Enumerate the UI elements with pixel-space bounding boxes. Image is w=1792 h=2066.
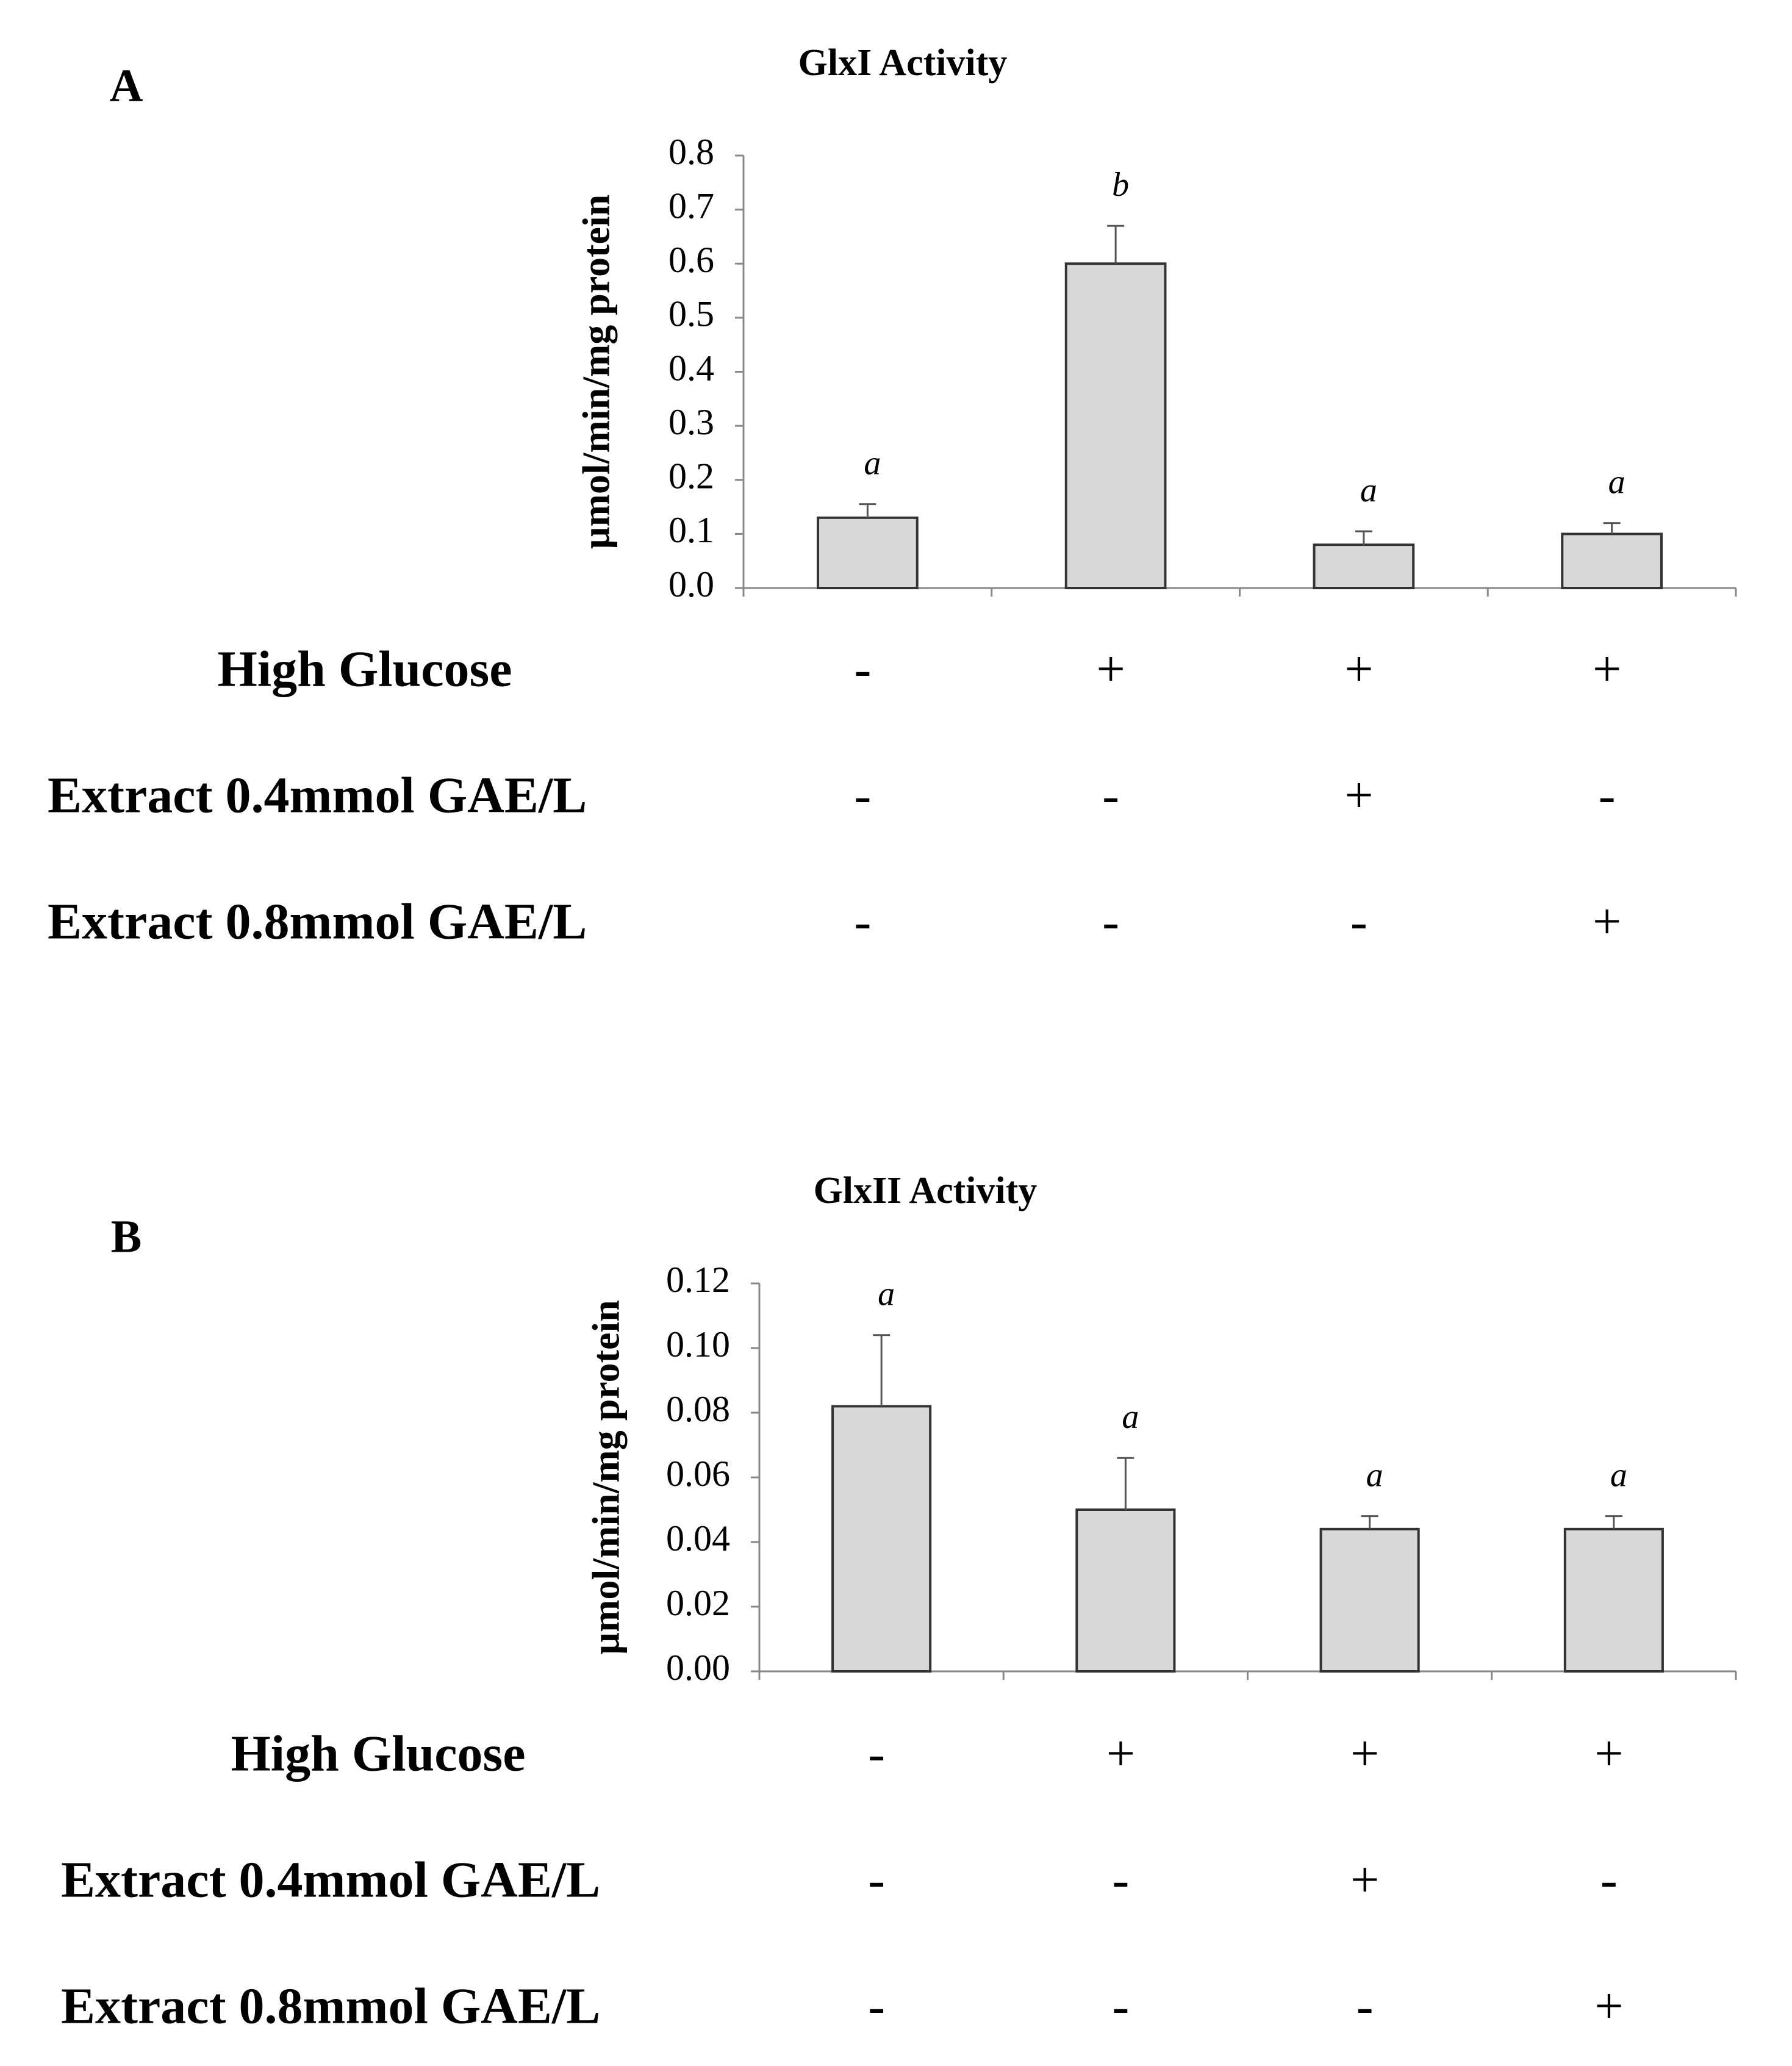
y-tick-label: 0.7 [668, 185, 714, 226]
significance-letter: a [1610, 1456, 1627, 1494]
significance-letter: a [1608, 463, 1625, 501]
y-tick-label: 0.3 [668, 402, 714, 442]
panel-label: B [111, 1211, 142, 1262]
significance-letter: b [1112, 166, 1129, 204]
y-tick-label: 0.06 [666, 1454, 730, 1494]
condition-symbol: - [1102, 767, 1119, 823]
y-tick-label: 0.4 [668, 348, 714, 388]
y-tick-label: 0.5 [668, 294, 714, 334]
condition-symbol: + [1344, 640, 1373, 697]
chart-title: GlxII Activity [814, 1170, 1038, 1211]
condition-symbol: - [854, 640, 871, 697]
significance-letter: a [864, 444, 881, 482]
condition-symbol: - [1350, 893, 1367, 950]
condition-symbol: - [854, 893, 871, 950]
panel-label: A [110, 60, 143, 111]
bar [1064, 262, 1167, 589]
y-tick-label: 0.8 [668, 132, 714, 172]
y-tick-label: 0.10 [666, 1324, 730, 1365]
condition-symbol: + [1593, 893, 1621, 950]
chart-title: GlxI Activity [798, 42, 1008, 84]
bar [1075, 1508, 1176, 1673]
condition-symbol: - [868, 1725, 885, 1782]
significance-letter: a [1366, 1456, 1383, 1494]
condition-symbol: + [1350, 1725, 1379, 1782]
condition-symbol: + [1594, 1725, 1623, 1782]
y-tick-label: 0.2 [668, 456, 714, 497]
condition-symbol: + [1594, 1978, 1623, 2034]
condition-symbol: - [868, 1851, 885, 1908]
y-tick-label: 0.02 [666, 1583, 730, 1623]
y-tick-label: 0.00 [666, 1648, 730, 1688]
y-tick-label: 0.08 [666, 1389, 730, 1429]
condition-symbol: + [1350, 1851, 1379, 1908]
significance-letter: a [1360, 472, 1377, 509]
condition-label: High Glucose [231, 1725, 525, 1782]
bar [817, 516, 919, 589]
condition-symbol: - [1112, 1978, 1129, 2034]
condition-symbol: - [1599, 767, 1616, 823]
condition-symbol: - [868, 1978, 885, 2034]
y-axis-label: µmol/min/mg protein [575, 195, 618, 549]
condition-symbol: - [1102, 893, 1119, 950]
bar [831, 1405, 932, 1673]
bar [1563, 1527, 1664, 1673]
condition-label: Extract 0.4mmol GAE/L [48, 767, 587, 823]
bar [1313, 543, 1415, 589]
y-tick-label: 0.6 [668, 240, 714, 280]
condition-symbol: + [1344, 767, 1373, 823]
bar [1319, 1527, 1420, 1673]
bar [1561, 533, 1663, 589]
condition-label: Extract 0.8mmol GAE/L [48, 893, 587, 950]
y-tick-label: 0.1 [668, 510, 714, 550]
condition-label: Extract 0.8mmol GAE/L [61, 1978, 600, 2034]
y-axis-label: µmol/min/mg protein [584, 1300, 628, 1654]
condition-symbol: + [1106, 1725, 1135, 1782]
condition-symbol: - [1112, 1851, 1129, 1908]
condition-symbol: + [1593, 640, 1621, 697]
condition-symbol: - [1357, 1978, 1374, 2034]
y-tick-label: 0.04 [666, 1518, 730, 1558]
significance-letter: a [1122, 1398, 1139, 1436]
y-tick-label: 0.12 [666, 1260, 730, 1300]
condition-symbol: + [1096, 640, 1125, 697]
condition-symbol: - [1600, 1851, 1618, 1908]
condition-label: High Glucose [217, 640, 512, 697]
condition-label: Extract 0.4mmol GAE/L [61, 1851, 600, 1908]
y-tick-label: 0.0 [668, 564, 714, 604]
significance-letter: a [878, 1275, 895, 1313]
condition-symbol: - [854, 767, 871, 823]
